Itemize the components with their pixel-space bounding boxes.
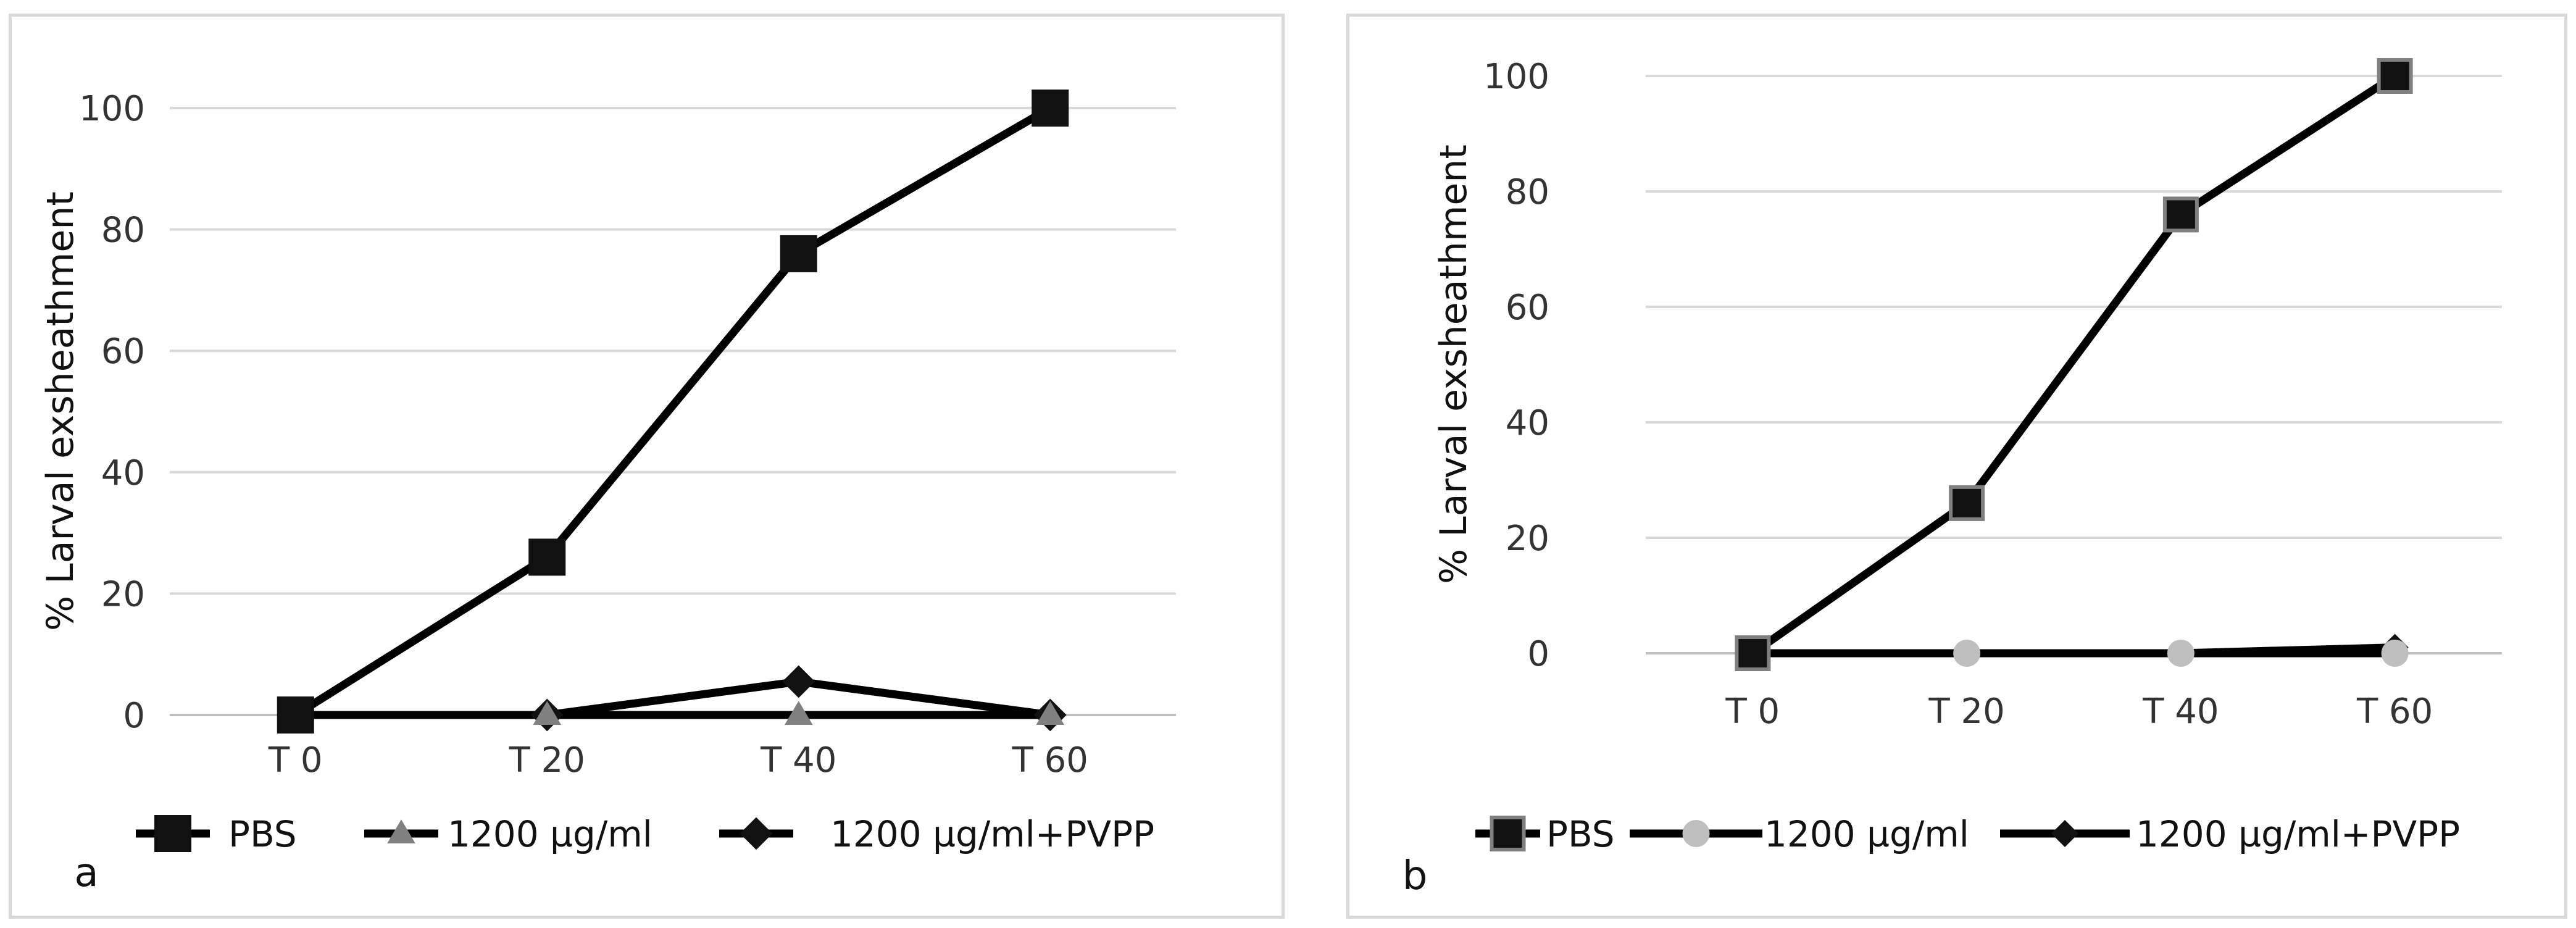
legend-marker [387, 819, 415, 843]
legend-marker [2051, 820, 2078, 847]
y-tick-label: 60 [101, 332, 145, 372]
legend-label: PBS [1546, 813, 1615, 855]
y-tick-label: 80 [1506, 172, 1549, 212]
data-point-1-1 [1953, 640, 1981, 667]
chart-panel-b: 0 20 40 60 80 100 T 0 T 20 T 40 T 60 % Larval exsh… [1288, 0, 2576, 928]
panel-letter: a [74, 850, 98, 896]
x-tick-label: T 20 [509, 740, 585, 780]
data-point-0-1 [1949, 485, 1985, 521]
legend-label: 1200 µg/ml [448, 813, 652, 855]
chart-panel-a: 0 20 40 60 80 100 T 0 T 20 T 40 T 60 % Larval exsh… [9, 14, 1285, 919]
y-tick-label: 80 [101, 211, 145, 251]
x-tick-label: T 0 [268, 740, 323, 780]
line-chart-a: 0 20 40 60 80 100 T 0 T 20 T 40 T 60 % Larval exsh… [39, 89, 1176, 896]
x-tick-label: T 60 [2356, 692, 2433, 732]
y-axis-label: % Larval exsheathment [39, 191, 82, 631]
data-point-2-2 [782, 665, 815, 698]
chart-frame [1346, 14, 2567, 919]
data-point-1-1 [533, 701, 562, 725]
y-tick-label: 0 [1527, 634, 1549, 674]
series-line-0 [1748, 72, 2399, 658]
legend-marker [1490, 816, 1526, 851]
panel-letter: b [1403, 853, 1428, 899]
data-point-0-2 [780, 235, 817, 272]
x-tick-label: T 0 [1725, 692, 1780, 732]
x-tick-label: T 40 [2142, 692, 2219, 732]
y-tick-label: 100 [1483, 57, 1549, 97]
y-tick-label: 100 [79, 89, 145, 129]
y-tick-label: 40 [1506, 403, 1549, 443]
y-tick-label: 60 [1506, 288, 1549, 328]
legend-label: 1200 µg/ml+PVPP [830, 813, 1154, 855]
y-tick-label: 0 [123, 696, 145, 736]
y-tick-label: 40 [101, 453, 145, 493]
x-tick-label: T 40 [760, 740, 836, 780]
data-point-1-2 [784, 701, 813, 725]
series-line-0 [291, 104, 1054, 719]
data-point-1-3 [2381, 640, 2409, 667]
data-point-1-2 [2167, 640, 2195, 667]
y-tick-label: 20 [1506, 519, 1549, 559]
chart-frame [9, 14, 1285, 919]
legend-label: 1200 µg/ml [1764, 813, 1969, 855]
x-tick-label: T 60 [1012, 740, 1088, 780]
y-axis-label: % Larval exsheathment [1432, 144, 1475, 584]
line-chart-b: 0 20 40 60 80 100 T 0 T 20 T 40 T 60 % Larval exsh… [1403, 57, 2502, 899]
legend-marker [1682, 820, 1710, 847]
legend-label: 1200 µg/ml+PVPP [2136, 813, 2460, 855]
data-point-0-0 [277, 696, 314, 734]
legend-label: PBS [228, 813, 297, 855]
data-point-0-2 [2162, 196, 2199, 233]
y-tick-label: 20 [101, 574, 145, 614]
x-tick-label: T 20 [1928, 692, 2004, 732]
data-point-0-3 [1032, 90, 1069, 127]
data-point-1-3 [1036, 701, 1065, 725]
series-line-2 [291, 677, 1054, 719]
data-point-0-3 [2377, 58, 2413, 94]
data-point-0-0 [1735, 635, 1771, 671]
legend-marker [154, 815, 191, 852]
data-point-0-1 [528, 538, 566, 576]
legend-marker [740, 817, 773, 850]
